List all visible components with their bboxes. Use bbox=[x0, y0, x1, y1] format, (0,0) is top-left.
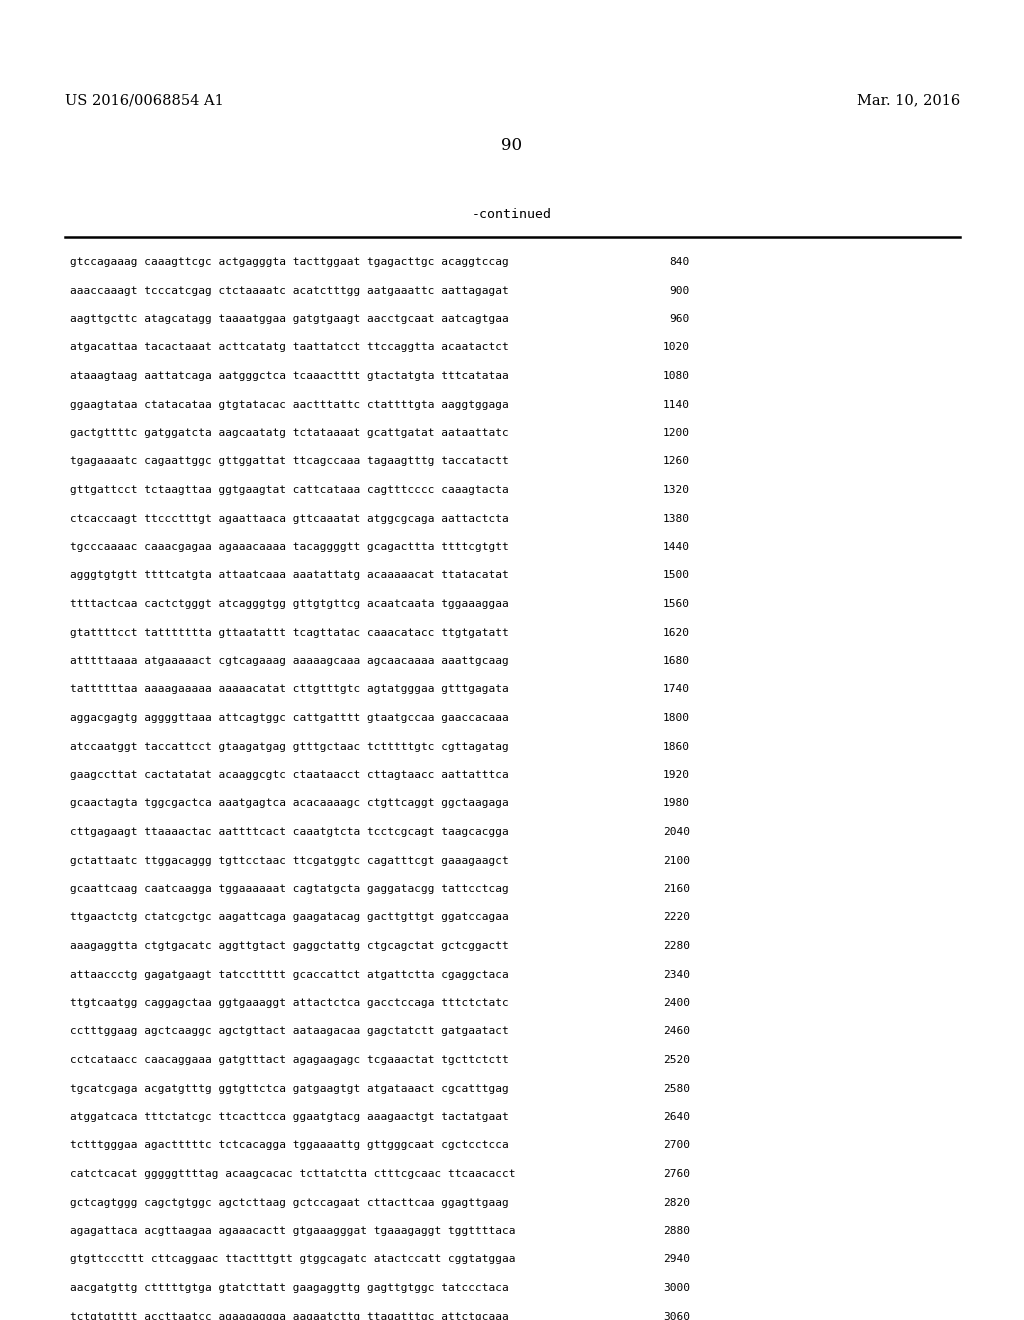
Text: cctcataacc caacaggaaa gatgtttact agagaagagc tcgaaactat tgcttctctt: cctcataacc caacaggaaa gatgtttact agagaag… bbox=[70, 1055, 509, 1065]
Text: 960: 960 bbox=[670, 314, 690, 323]
Text: 1440: 1440 bbox=[663, 543, 690, 552]
Text: 2520: 2520 bbox=[663, 1055, 690, 1065]
Text: gcaattcaag caatcaagga tggaaaaaat cagtatgcta gaggatacgg tattcctcag: gcaattcaag caatcaagga tggaaaaaat cagtatg… bbox=[70, 884, 509, 894]
Text: 90: 90 bbox=[502, 136, 522, 153]
Text: tctgtgtttt accttaatcc agaagaggga aagaatcttg ttagatttgc attctgcaaa: tctgtgtttt accttaatcc agaagaggga aagaatc… bbox=[70, 1312, 509, 1320]
Text: 1200: 1200 bbox=[663, 428, 690, 438]
Text: tctttgggaa agactttttc tctcacagga tggaaaattg gttgggcaat cgctcctcca: tctttgggaa agactttttc tctcacagga tggaaaa… bbox=[70, 1140, 509, 1151]
Text: 2760: 2760 bbox=[663, 1170, 690, 1179]
Text: 2820: 2820 bbox=[663, 1197, 690, 1208]
Text: ttgtcaatgg caggagctaa ggtgaaaggt attactctca gacctccaga tttctctatc: ttgtcaatgg caggagctaa ggtgaaaggt attactc… bbox=[70, 998, 509, 1008]
Text: 1920: 1920 bbox=[663, 770, 690, 780]
Text: aggacgagtg aggggttaaa attcagtggc cattgatttt gtaatgccaa gaaccacaaa: aggacgagtg aggggttaaa attcagtggc cattgat… bbox=[70, 713, 509, 723]
Text: gtgttcccttt cttcaggaac ttactttgtt gtggcagatc atactccatt cggtatggaa: gtgttcccttt cttcaggaac ttactttgtt gtggca… bbox=[70, 1254, 515, 1265]
Text: 1260: 1260 bbox=[663, 457, 690, 466]
Text: 2880: 2880 bbox=[663, 1226, 690, 1236]
Text: 3060: 3060 bbox=[663, 1312, 690, 1320]
Text: 2580: 2580 bbox=[663, 1084, 690, 1093]
Text: ggaagtataa ctatacataa gtgtatacac aactttattc ctattttgta aaggtggaga: ggaagtataa ctatacataa gtgtatacac aacttta… bbox=[70, 400, 509, 409]
Text: tgagaaaatc cagaattggc gttggattat ttcagccaaa tagaagtttg taccatactt: tgagaaaatc cagaattggc gttggattat ttcagcc… bbox=[70, 457, 509, 466]
Text: 2160: 2160 bbox=[663, 884, 690, 894]
Text: 2940: 2940 bbox=[663, 1254, 690, 1265]
Text: 1740: 1740 bbox=[663, 685, 690, 694]
Text: gactgttttc gatggatcta aagcaatatg tctataaaat gcattgatat aataattatc: gactgttttc gatggatcta aagcaatatg tctataa… bbox=[70, 428, 509, 438]
Text: 1080: 1080 bbox=[663, 371, 690, 381]
Text: atttttaaaa atgaaaaact cgtcagaaag aaaaagcaaa agcaacaaaa aaattgcaag: atttttaaaa atgaaaaact cgtcagaaag aaaaagc… bbox=[70, 656, 509, 667]
Text: tgcatcgaga acgatgtttg ggtgttctca gatgaagtgt atgataaact cgcatttgag: tgcatcgaga acgatgtttg ggtgttctca gatgaag… bbox=[70, 1084, 509, 1093]
Text: Mar. 10, 2016: Mar. 10, 2016 bbox=[857, 92, 961, 107]
Text: 1320: 1320 bbox=[663, 484, 690, 495]
Text: aagttgcttc atagcatagg taaaatggaa gatgtgaagt aacctgcaat aatcagtgaa: aagttgcttc atagcatagg taaaatggaa gatgtga… bbox=[70, 314, 509, 323]
Text: atggatcaca tttctatcgc ttcacttcca ggaatgtacg aaagaactgt tactatgaat: atggatcaca tttctatcgc ttcacttcca ggaatgt… bbox=[70, 1111, 509, 1122]
Text: agagattaca acgttaagaa agaaacactt gtgaaagggat tgaaagaggt tggttttaca: agagattaca acgttaagaa agaaacactt gtgaaag… bbox=[70, 1226, 515, 1236]
Text: tgcccaaaac caaacgagaa agaaacaaaa tacaggggtt gcagacttta ttttcgtgtt: tgcccaaaac caaacgagaa agaaacaaaa tacaggg… bbox=[70, 543, 509, 552]
Text: US 2016/0068854 A1: US 2016/0068854 A1 bbox=[65, 92, 224, 107]
Text: 2040: 2040 bbox=[663, 828, 690, 837]
Text: atccaatggt taccattcct gtaagatgag gtttgctaac tctttttgtc cgttagatag: atccaatggt taccattcct gtaagatgag gtttgct… bbox=[70, 742, 509, 751]
Text: 2280: 2280 bbox=[663, 941, 690, 950]
Text: catctcacat gggggttttag acaagcacac tcttatctta ctttcgcaac ttcaacacct: catctcacat gggggttttag acaagcacac tcttat… bbox=[70, 1170, 515, 1179]
Text: 1860: 1860 bbox=[663, 742, 690, 751]
Text: 1140: 1140 bbox=[663, 400, 690, 409]
Text: aacgatgttg ctttttgtga gtatcttatt gaagaggttg gagttgtggc tatccctaca: aacgatgttg ctttttgtga gtatcttatt gaagagg… bbox=[70, 1283, 509, 1294]
Text: 2460: 2460 bbox=[663, 1027, 690, 1036]
Text: agggtgtgtt ttttcatgta attaatcaaa aaatattatg acaaaaacat ttatacatat: agggtgtgtt ttttcatgta attaatcaaa aaatatt… bbox=[70, 570, 509, 581]
Text: gtattttcct tattttttta gttaatattt tcagttatac caaacatacc ttgtgatatt: gtattttcct tattttttta gttaatattt tcagtta… bbox=[70, 627, 509, 638]
Text: 2340: 2340 bbox=[663, 969, 690, 979]
Text: attaaccctg gagatgaagt tatccttttt gcaccattct atgattctta cgaggctaca: attaaccctg gagatgaagt tatccttttt gcaccat… bbox=[70, 969, 509, 979]
Text: aaaccaaagt tcccatcgag ctctaaaatc acatctttgg aatgaaattc aattagagat: aaaccaaagt tcccatcgag ctctaaaatc acatctt… bbox=[70, 285, 509, 296]
Text: ttttactcaa cactctgggt atcagggtgg gttgtgttcg acaatcaata tggaaaggaa: ttttactcaa cactctgggt atcagggtgg gttgtgt… bbox=[70, 599, 509, 609]
Text: 1800: 1800 bbox=[663, 713, 690, 723]
Text: 2220: 2220 bbox=[663, 912, 690, 923]
Text: 2700: 2700 bbox=[663, 1140, 690, 1151]
Text: 1680: 1680 bbox=[663, 656, 690, 667]
Text: aaagaggtta ctgtgacatc aggttgtact gaggctattg ctgcagctat gctcggactt: aaagaggtta ctgtgacatc aggttgtact gaggcta… bbox=[70, 941, 509, 950]
Text: cttgagaagt ttaaaactac aattttcact caaatgtcta tcctcgcagt taagcacgga: cttgagaagt ttaaaactac aattttcact caaatgt… bbox=[70, 828, 509, 837]
Text: 1560: 1560 bbox=[663, 599, 690, 609]
Text: gttgattcct tctaagttaa ggtgaagtat cattcataaa cagtttcccc caaagtacta: gttgattcct tctaagttaa ggtgaagtat cattcat… bbox=[70, 484, 509, 495]
Text: 1500: 1500 bbox=[663, 570, 690, 581]
Text: gctcagtggg cagctgtggc agctcttaag gctccagaat cttacttcaa ggagttgaag: gctcagtggg cagctgtggc agctcttaag gctccag… bbox=[70, 1197, 509, 1208]
Text: 2640: 2640 bbox=[663, 1111, 690, 1122]
Text: 1980: 1980 bbox=[663, 799, 690, 808]
Text: gtccagaaag caaagttcgc actgagggta tacttggaat tgagacttgc acaggtccag: gtccagaaag caaagttcgc actgagggta tacttgg… bbox=[70, 257, 509, 267]
Text: 2400: 2400 bbox=[663, 998, 690, 1008]
Text: ataaagtaag aattatcaga aatgggctca tcaaactttt gtactatgta tttcatataa: ataaagtaag aattatcaga aatgggctca tcaaact… bbox=[70, 371, 509, 381]
Text: gcaactagta tggcgactca aaatgagtca acacaaaagc ctgttcaggt ggctaagaga: gcaactagta tggcgactca aaatgagtca acacaaa… bbox=[70, 799, 509, 808]
Text: 900: 900 bbox=[670, 285, 690, 296]
Text: -continued: -continued bbox=[472, 209, 552, 222]
Text: atgacattaa tacactaaat acttcatatg taattatcct ttccaggtta acaatactct: atgacattaa tacactaaat acttcatatg taattat… bbox=[70, 342, 509, 352]
Text: tattttttaa aaaagaaaaa aaaaacatat cttgtttgtc agtatgggaa gtttgagata: tattttttaa aaaagaaaaa aaaaacatat cttgttt… bbox=[70, 685, 509, 694]
Text: 1020: 1020 bbox=[663, 342, 690, 352]
Text: 1620: 1620 bbox=[663, 627, 690, 638]
Text: 3000: 3000 bbox=[663, 1283, 690, 1294]
Text: 1380: 1380 bbox=[663, 513, 690, 524]
Text: cctttggaag agctcaaggc agctgttact aataagacaa gagctatctt gatgaatact: cctttggaag agctcaaggc agctgttact aataaga… bbox=[70, 1027, 509, 1036]
Text: 840: 840 bbox=[670, 257, 690, 267]
Text: gaagccttat cactatatat acaaggcgtc ctaataacct cttagtaacc aattatttca: gaagccttat cactatatat acaaggcgtc ctaataa… bbox=[70, 770, 509, 780]
Text: ctcaccaagt ttccctttgt agaattaaca gttcaaatat atggcgcaga aattactcta: ctcaccaagt ttccctttgt agaattaaca gttcaaa… bbox=[70, 513, 509, 524]
Text: gctattaatc ttggacaggg tgttcctaac ttcgatggtc cagatttcgt gaaagaagct: gctattaatc ttggacaggg tgttcctaac ttcgatg… bbox=[70, 855, 509, 866]
Text: ttgaactctg ctatcgctgc aagattcaga gaagatacag gacttgttgt ggatccagaa: ttgaactctg ctatcgctgc aagattcaga gaagata… bbox=[70, 912, 509, 923]
Text: 2100: 2100 bbox=[663, 855, 690, 866]
